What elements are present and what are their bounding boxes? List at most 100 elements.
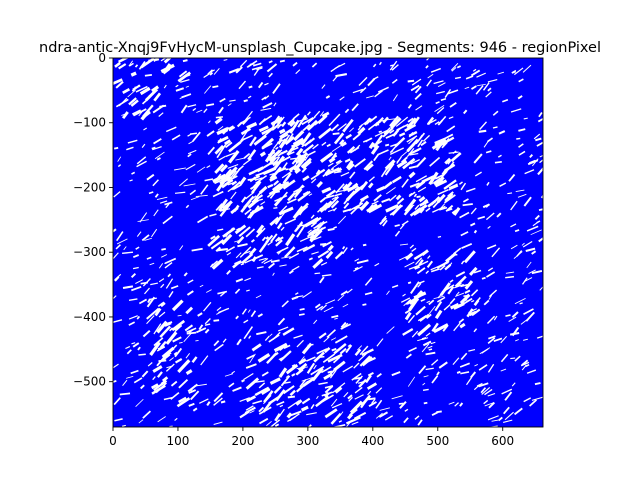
segment-gap xyxy=(460,352,468,361)
segment-gap xyxy=(136,315,141,320)
segment-gap xyxy=(488,335,496,340)
segment-gap xyxy=(132,254,140,258)
segment-gap xyxy=(318,127,332,140)
segment-gap xyxy=(453,302,465,310)
segment-gap xyxy=(330,123,340,132)
segment-gap xyxy=(342,303,349,308)
segment-gap xyxy=(251,194,264,204)
segment-gap xyxy=(354,348,362,356)
segment-gap xyxy=(376,338,384,347)
segment-gap xyxy=(351,372,362,381)
segment-gap xyxy=(117,164,122,168)
segment-gap xyxy=(342,365,353,373)
segment-gap xyxy=(523,117,528,120)
segment-gap xyxy=(275,239,283,247)
segment-gap xyxy=(430,268,440,273)
segment-gap xyxy=(348,396,353,402)
segment-gap xyxy=(330,337,337,341)
segment-gap xyxy=(344,181,353,191)
segment-gap xyxy=(325,95,331,99)
segment-gap xyxy=(446,125,456,133)
segment-gap xyxy=(261,236,267,242)
segment-gap xyxy=(237,165,244,171)
segment-gap xyxy=(221,178,234,189)
segment-gap xyxy=(222,338,227,343)
segment-gap xyxy=(189,132,198,135)
segment-gap xyxy=(320,304,328,311)
plot-frame xyxy=(112,57,544,428)
segment-gap xyxy=(295,295,304,298)
segment-gap xyxy=(187,104,197,108)
segment-gap xyxy=(319,276,325,284)
segment-gap xyxy=(382,219,388,227)
segment-gap xyxy=(282,327,295,336)
segment-gap xyxy=(430,196,441,206)
segment-gap xyxy=(407,103,413,109)
segment-gap xyxy=(239,59,248,68)
segment-gap xyxy=(364,291,373,296)
segment-gap xyxy=(113,319,123,323)
segment-gap xyxy=(153,323,162,335)
segment-gap xyxy=(389,60,398,71)
segment-gap xyxy=(389,129,395,134)
segment-gap xyxy=(264,95,270,100)
segment-gap xyxy=(431,411,439,417)
plot-area xyxy=(112,57,544,428)
segment-gap xyxy=(279,59,285,63)
segment-gap xyxy=(336,167,343,173)
segment-gap xyxy=(431,359,439,366)
segment-gap xyxy=(388,156,392,161)
segment-gap xyxy=(399,401,407,409)
segment-gap xyxy=(361,356,374,367)
segment-gap xyxy=(476,72,486,78)
segment-gap xyxy=(140,384,145,390)
segment-gap xyxy=(334,192,343,197)
segment-gap xyxy=(391,371,401,377)
segment-gap xyxy=(425,367,434,371)
segment-gap xyxy=(330,412,342,425)
segment-gap xyxy=(273,155,286,170)
segment-gap xyxy=(322,353,336,363)
segment-gap xyxy=(163,84,167,89)
segment-gap xyxy=(426,116,435,126)
segment-gap xyxy=(286,198,297,204)
segment-gap xyxy=(518,128,526,132)
segment-gap xyxy=(116,238,128,245)
segment-gap xyxy=(404,309,411,314)
segment-gap xyxy=(494,161,502,164)
segment-gap xyxy=(210,260,219,268)
segment-gap xyxy=(323,372,333,381)
y-tick-label: −300 xyxy=(73,245,106,259)
segment-gap xyxy=(186,290,194,296)
segment-gap xyxy=(406,117,418,129)
segment-gap xyxy=(274,215,282,225)
segment-gap xyxy=(528,159,536,164)
segment-gap xyxy=(295,154,307,165)
segment-gap xyxy=(364,277,373,286)
segment-gap xyxy=(321,111,330,118)
segment-gap xyxy=(357,345,363,351)
segment-gap xyxy=(508,316,517,322)
segment-gap xyxy=(354,267,359,270)
segment-gap xyxy=(141,370,149,378)
segment-gap xyxy=(517,193,527,198)
segment-gap xyxy=(157,416,166,423)
segment-gap xyxy=(169,344,178,353)
segment-gap xyxy=(402,293,406,297)
segment-gap xyxy=(196,109,203,113)
segment-gap xyxy=(203,73,210,78)
segment-gap xyxy=(402,328,414,336)
segment-gap xyxy=(321,186,332,194)
segment-gap xyxy=(427,73,434,79)
segment-gap xyxy=(447,191,454,198)
segment-gap xyxy=(278,367,288,378)
segment-gap xyxy=(270,233,278,243)
segment-gap xyxy=(409,244,414,249)
segment-gap xyxy=(381,198,391,203)
segment-gap xyxy=(396,197,405,205)
segment-gap xyxy=(281,121,287,128)
segment-gap xyxy=(423,375,429,378)
segment-gap xyxy=(401,156,408,164)
segment-gap xyxy=(340,321,347,329)
segments-group xyxy=(113,58,543,427)
